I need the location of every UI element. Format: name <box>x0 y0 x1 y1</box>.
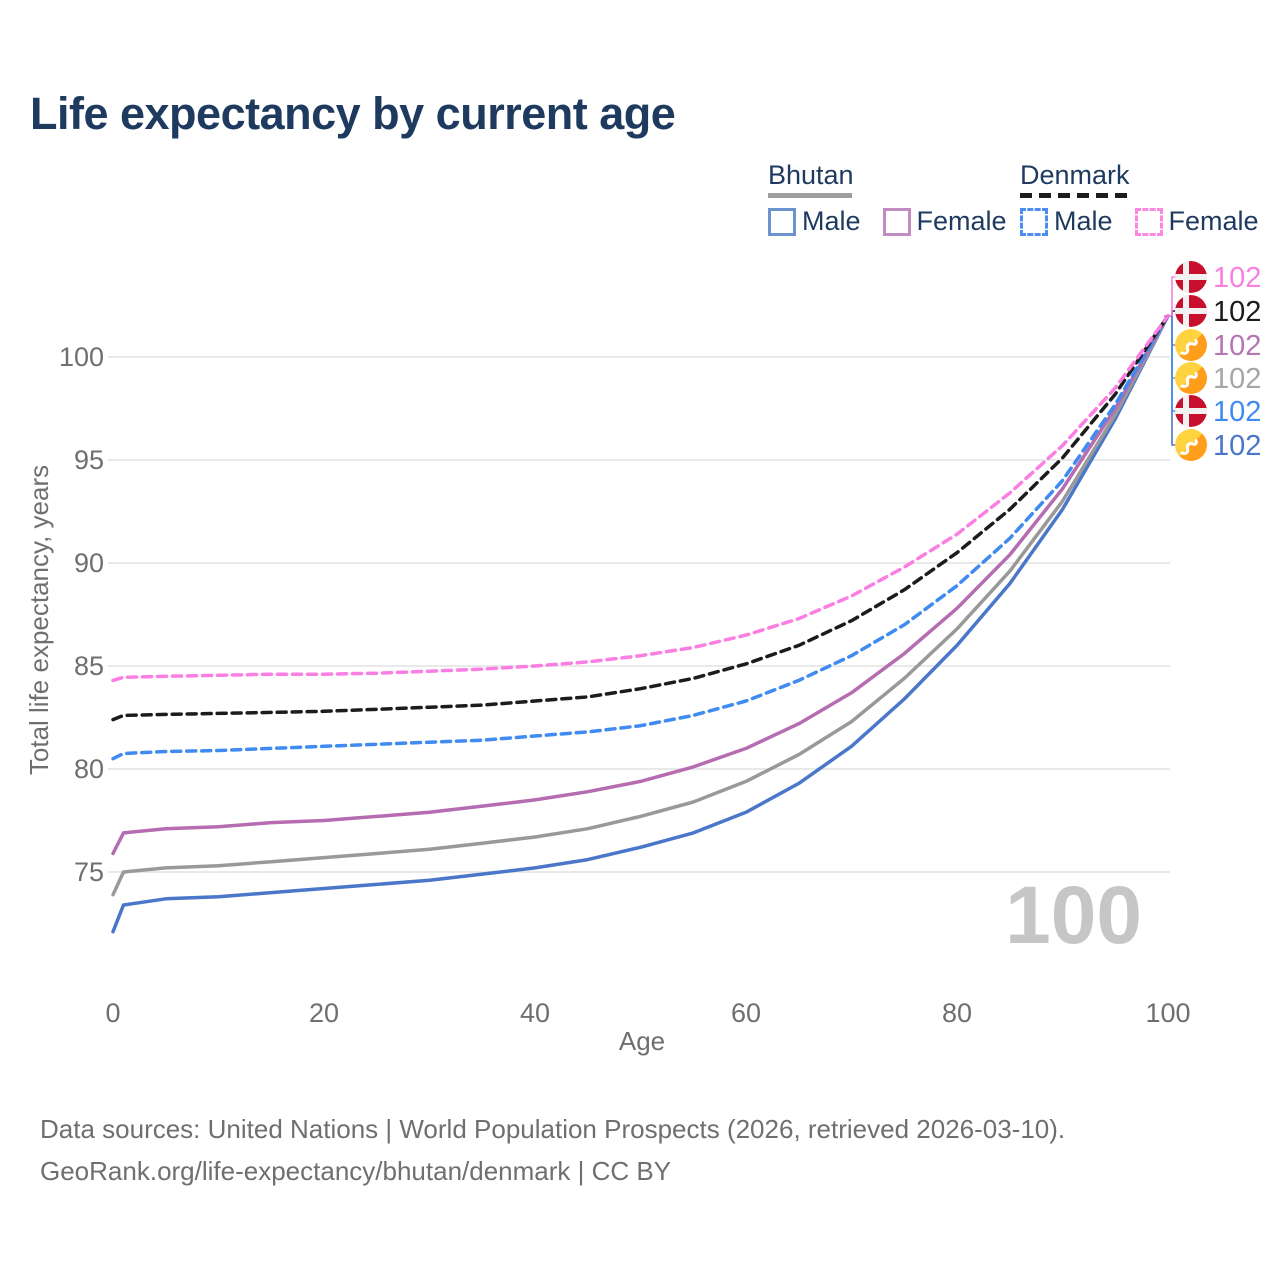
legend-label-denmark-male: Male <box>1054 206 1113 236</box>
series-line-bhutan-male[interactable] <box>111 314 1170 934</box>
y-axis-title: Total life expectancy, years <box>24 465 54 775</box>
denmark-flag-icon <box>1175 295 1207 327</box>
bhutan-flag-icon <box>1175 329 1207 361</box>
legend-linestyle-denmark <box>1020 193 1128 198</box>
y-tick-90: 90 <box>74 548 104 578</box>
y-tick-100: 100 <box>59 342 104 372</box>
end-label-value-bhutan-female: 102 <box>1213 330 1261 362</box>
series-layer <box>111 314 1170 934</box>
y-tick-95: 95 <box>74 445 104 475</box>
bhutan-flag-icon <box>1175 362 1207 394</box>
end-label-value-denmark-both-sexes: 102 <box>1213 296 1261 328</box>
legend-item-bhutan-female[interactable]: Female <box>882 206 1007 237</box>
legend-header-denmark[interactable]: Denmark <box>1020 160 1130 190</box>
x-tick-40: 40 <box>520 998 550 1028</box>
y-tick-80: 80 <box>74 754 104 784</box>
x-tick-0: 0 <box>105 998 120 1028</box>
denmark-flag-icon <box>1175 261 1207 293</box>
series-line-denmark-both-sexes[interactable] <box>111 314 1170 722</box>
legend-label-bhutan-male: Male <box>802 206 861 236</box>
legend-linestyle-bhutan <box>768 193 852 198</box>
legend-label-denmark-female: Female <box>1168 206 1259 236</box>
bhutan-flag-icon <box>1175 429 1207 461</box>
end-label-leader <box>1164 315 1176 379</box>
footer-sources: Data sources: United Nations | World Pop… <box>40 1114 1066 1144</box>
y-tick-75: 75 <box>74 857 104 887</box>
x-tick-80: 80 <box>942 998 972 1028</box>
legend-item-denmark-male[interactable]: Male <box>1020 206 1113 237</box>
x-tick-20: 20 <box>309 998 339 1028</box>
current-age-watermark: 100 <box>1005 870 1142 961</box>
footer: Data sources: United Nations | World Pop… <box>40 1108 1065 1192</box>
series-line-bhutan-both-sexes[interactable] <box>111 314 1170 897</box>
denmark-flag-icon <box>1175 395 1207 427</box>
legend-swatch-bhutan-female[interactable] <box>882 207 911 236</box>
x-axis-title: Age <box>619 1026 665 1056</box>
end-label-value-denmark-male: 102 <box>1213 396 1261 428</box>
series-line-denmark-male[interactable] <box>111 314 1170 761</box>
legend-swatch-denmark-male[interactable] <box>1020 207 1048 236</box>
x-tick-100: 100 <box>1145 998 1190 1028</box>
legend-label-bhutan-female: Female <box>916 206 1007 236</box>
x-tick-60: 60 <box>731 998 761 1028</box>
chart-title: Life expectancy by current age <box>30 88 676 139</box>
end-label-leader <box>1164 315 1176 446</box>
legend-group-bhutan: Bhutan Male Female <box>768 160 1029 237</box>
axis-layer: 100 95 90 85 80 75 0 20 40 60 80 100 <box>59 342 1191 1028</box>
series-line-denmark-female[interactable] <box>111 314 1170 683</box>
end-label-leader <box>1164 315 1176 412</box>
y-tick-85: 85 <box>74 651 104 681</box>
end-label-value-bhutan-both-sexes: 102 <box>1213 363 1261 395</box>
legend-header-bhutan[interactable]: Bhutan <box>768 160 854 190</box>
footer-link: GeoRank.org/life-expectancy/bhutan/denma… <box>40 1156 672 1186</box>
legend-swatch-bhutan-male[interactable] <box>768 207 796 236</box>
series-line-bhutan-female[interactable] <box>111 314 1170 856</box>
legend-swatch-denmark-female[interactable] <box>1134 207 1163 236</box>
legend-item-denmark-female[interactable]: Female <box>1134 206 1259 237</box>
legend-group-denmark: Denmark Male Female <box>1020 160 1280 237</box>
legend-item-bhutan-male[interactable]: Male <box>768 206 861 237</box>
end-label-leader <box>1164 276 1176 317</box>
grid-layer <box>108 356 1170 873</box>
end-label-value-denmark-female: 102 <box>1213 262 1261 294</box>
end-label-value-bhutan-male: 102 <box>1213 430 1261 462</box>
